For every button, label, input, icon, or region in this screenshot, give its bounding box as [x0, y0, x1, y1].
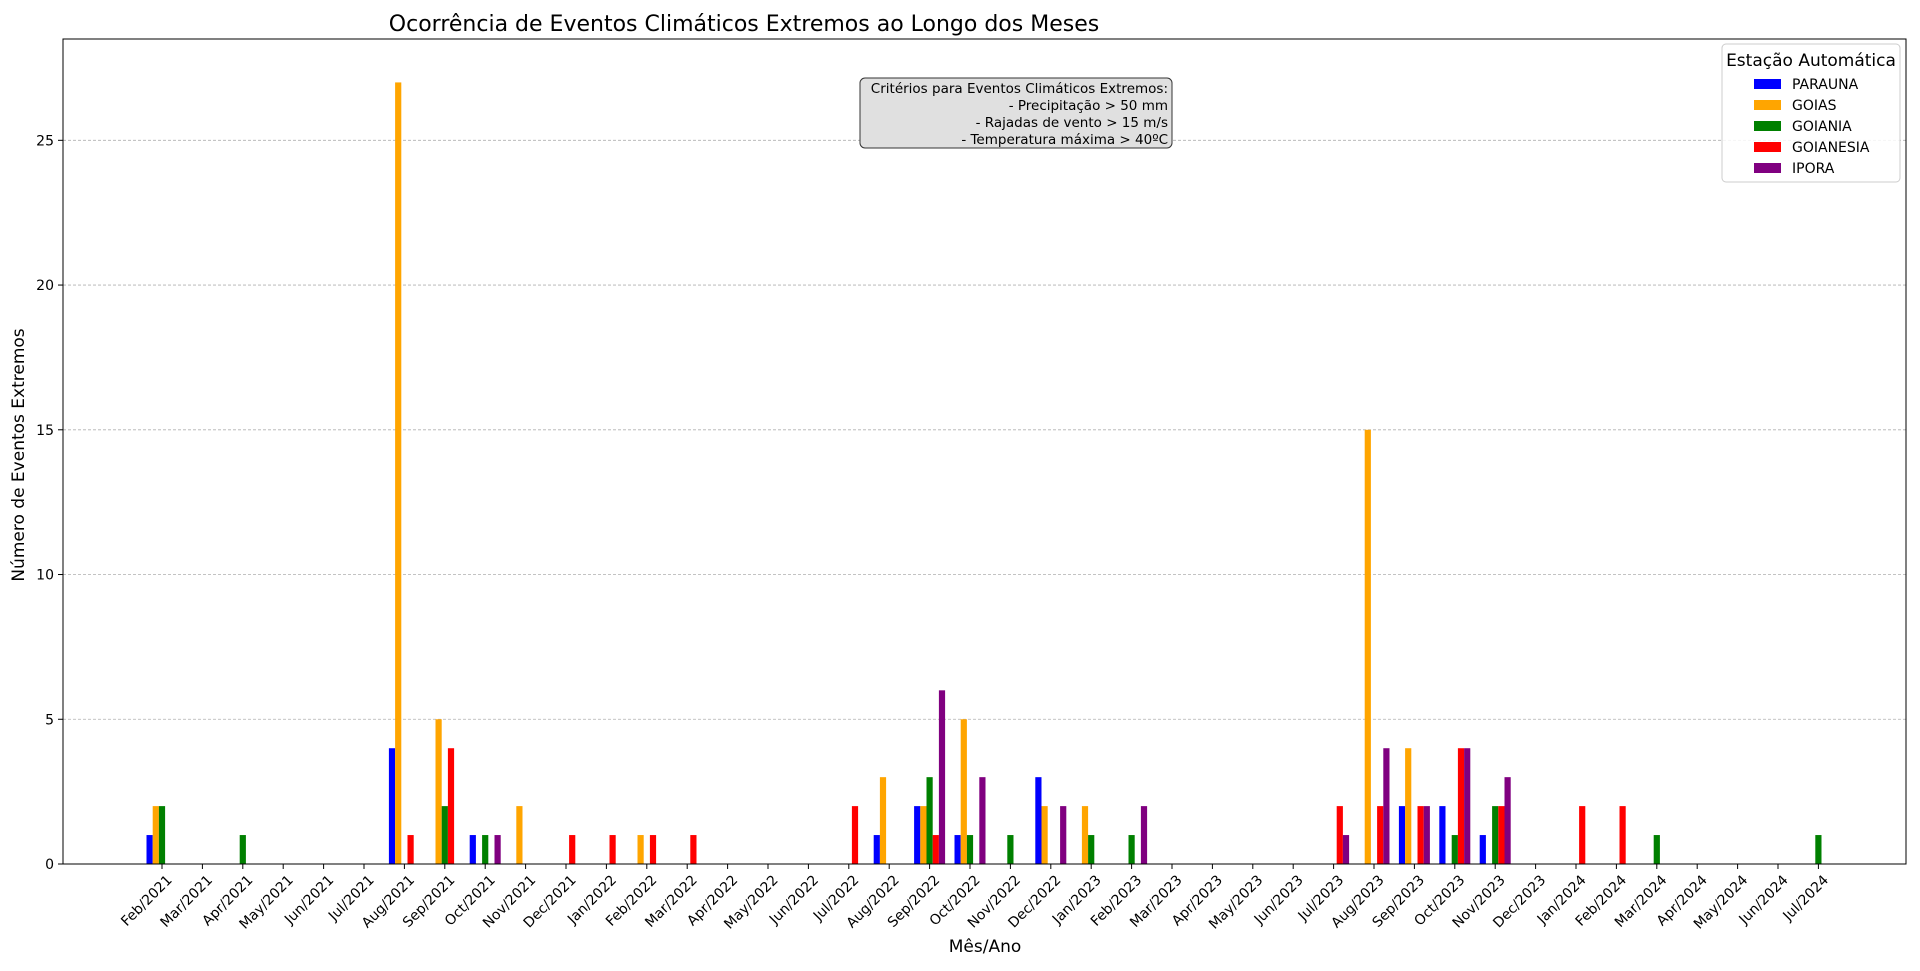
bar-goiania-oct-2023 — [1451, 835, 1458, 864]
bar-goias-sep-2023 — [1405, 748, 1412, 864]
bar-goias-oct-2022 — [960, 719, 967, 864]
bar-goiania-feb-2023 — [1128, 835, 1135, 864]
bar-goias-sep-2021 — [435, 719, 442, 864]
bar-ipora-feb-2023 — [1140, 806, 1148, 864]
bar-goias-aug-2021 — [395, 82, 402, 865]
y-tick-label-3: 15 — [36, 423, 54, 439]
legend-swatch-goiania — [1754, 121, 1781, 131]
chart-title: Ocorrência de Eventos Climáticos Extremo… — [389, 12, 1099, 37]
annotation-line-2: - Precipitação > 50 mm — [1009, 98, 1168, 114]
bar-goianesia-nov-2023 — [1498, 806, 1505, 864]
bar-parauna-oct-2023 — [1439, 806, 1446, 864]
bar-goianesia-feb-2022 — [649, 835, 657, 864]
y-axis-label: Número de Eventos Extremos — [9, 328, 29, 581]
bar-goianesia-jan-2024 — [1579, 806, 1586, 864]
bar-parauna-aug-2022 — [873, 835, 880, 864]
plot-frame — [62, 38, 1907, 865]
bar-goiania-apr-2021 — [239, 835, 246, 864]
bar-parauna-oct-2021 — [469, 835, 476, 864]
bar-goiania-nov-2022 — [1007, 835, 1014, 864]
bar-goiania-feb-2021 — [158, 806, 166, 864]
bar-parauna-aug-2021 — [388, 748, 396, 864]
bar-ipora-oct-2022 — [979, 777, 986, 864]
bar-goiania-sep-2022 — [926, 777, 933, 864]
bar-goianesia-oct-2023 — [1457, 748, 1465, 864]
bar-parauna-feb-2021 — [146, 835, 153, 864]
bar-goianesia-aug-2021 — [407, 835, 414, 864]
y-tick-label-2: 10 — [36, 568, 54, 584]
bars — [146, 82, 1822, 865]
bar-ipora-oct-2023 — [1464, 748, 1471, 864]
axes — [62, 38, 1907, 865]
bar-goianesia-sep-2023 — [1417, 806, 1424, 864]
legend-label-goias: GOIAS — [1792, 98, 1837, 114]
bar-goiania-nov-2023 — [1492, 806, 1499, 864]
legend-swatch-parauna — [1754, 79, 1781, 89]
bar-goias-sep-2022 — [920, 806, 927, 864]
bar-goianesia-jul-2023 — [1336, 806, 1343, 864]
bar-goianesia-mar-2022 — [690, 835, 697, 864]
legend-swatch-ipora — [1754, 163, 1781, 173]
bar-goianesia-sep-2021 — [447, 748, 455, 864]
legend-label-ipora: IPORA — [1792, 161, 1835, 177]
bar-parauna-sep-2022 — [914, 806, 921, 864]
bar-ipora-jul-2023 — [1342, 835, 1350, 864]
bar-goiania-sep-2021 — [441, 806, 448, 864]
annotation-line-1: Critérios para Eventos Climáticos Extrem… — [871, 81, 1168, 97]
bar-goias-aug-2023 — [1364, 429, 1371, 864]
bar-parauna-oct-2022 — [954, 835, 961, 864]
bar-goiania-oct-2022 — [966, 835, 974, 864]
annotation-line-3: - Rajadas de vento > 15 m/s — [976, 115, 1168, 131]
bar-goianesia-aug-2023 — [1377, 806, 1384, 864]
annotation-box — [859, 77, 1173, 149]
bar-goias-jan-2023 — [1081, 806, 1089, 864]
x-axis-label: Mês/Ano — [949, 937, 1022, 957]
bar-goias-aug-2022 — [879, 777, 887, 864]
y-tick-label-0: 0 — [45, 857, 54, 873]
bar-ipora-aug-2023 — [1383, 748, 1390, 864]
bar-ipora-oct-2021 — [494, 835, 501, 864]
y-tick-label-4: 20 — [36, 278, 54, 294]
bar-goiania-jan-2023 — [1088, 835, 1095, 864]
legend-label-goiania: GOIANIA — [1792, 119, 1852, 135]
bar-ipora-dec-2022 — [1060, 806, 1067, 864]
grid-lines — [63, 139, 1906, 720]
legend-swatch-goianesia — [1754, 142, 1781, 152]
y-tick-label-5: 25 — [36, 133, 54, 149]
bar-parauna-sep-2023 — [1398, 806, 1406, 864]
criteria-annotation: Critérios para Eventos Climáticos Extrem… — [859, 77, 1173, 149]
x-ticks: Feb/2021Mar/2021Apr/2021May/2021Jun/2021… — [118, 864, 1832, 933]
bar-goiania-oct-2021 — [482, 835, 489, 864]
bar-goiania-mar-2024 — [1653, 835, 1660, 864]
bar-parauna-dec-2022 — [1035, 777, 1042, 864]
bar-goianesia-dec-2021 — [569, 835, 576, 864]
bar-goianesia-feb-2024 — [1619, 806, 1626, 864]
legend-swatch-goias — [1754, 100, 1781, 110]
bar-goias-feb-2022 — [637, 835, 644, 864]
bar-ipora-sep-2022 — [938, 690, 946, 864]
y-ticks: 0 5 10 15 20 25 — [36, 133, 63, 873]
y-tick-label-1: 5 — [45, 712, 54, 728]
legend-label-parauna: PARAUNA — [1792, 77, 1859, 93]
bar-goias-dec-2022 — [1041, 806, 1048, 864]
legend-label-goianesia: GOIANESIA — [1792, 140, 1870, 156]
legend: Estação Automática PARAUNA GOIAS GOIANIA GO… — [1721, 43, 1901, 183]
bar-goianesia-jul-2022 — [851, 806, 859, 864]
legend-title: Estação Automática — [1726, 51, 1896, 71]
bar-ipora-nov-2023 — [1504, 777, 1511, 864]
bar-goianesia-sep-2022 — [932, 835, 939, 864]
annotation-line-4: - Temperatura máxima > 40ºC — [961, 132, 1168, 148]
bar-parauna-nov-2023 — [1479, 835, 1486, 864]
bar-ipora-sep-2023 — [1423, 806, 1430, 864]
bar-goiania-jul-2024 — [1815, 835, 1822, 864]
bar-goias-feb-2021 — [152, 806, 159, 864]
bar-goias-nov-2021 — [516, 806, 523, 864]
bar-goianesia-jan-2022 — [609, 835, 616, 864]
